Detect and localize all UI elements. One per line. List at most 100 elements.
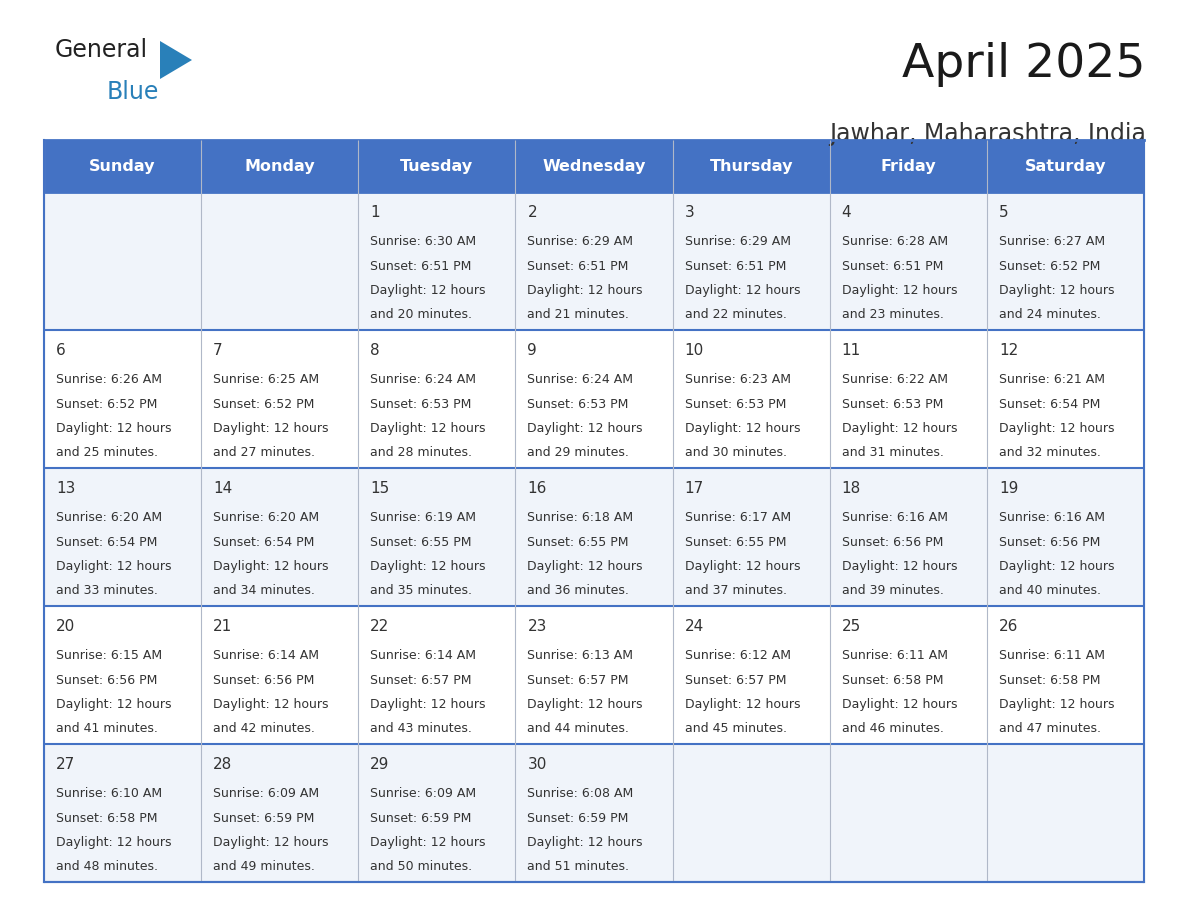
Text: Sunset: 6:57 PM: Sunset: 6:57 PM <box>527 674 628 687</box>
Text: and 21 minutes.: and 21 minutes. <box>527 308 630 321</box>
Text: Daylight: 12 hours: Daylight: 12 hours <box>842 560 958 573</box>
Text: and 39 minutes.: and 39 minutes. <box>842 585 943 598</box>
Bar <box>44 744 1144 882</box>
Text: Sunrise: 6:09 AM: Sunrise: 6:09 AM <box>371 787 476 800</box>
Text: 28: 28 <box>213 757 233 772</box>
Text: Daylight: 12 hours: Daylight: 12 hours <box>371 836 486 849</box>
Text: Daylight: 12 hours: Daylight: 12 hours <box>527 560 643 573</box>
Text: Daylight: 12 hours: Daylight: 12 hours <box>527 284 643 297</box>
Text: Sunset: 6:59 PM: Sunset: 6:59 PM <box>213 812 315 824</box>
Text: Sunset: 6:56 PM: Sunset: 6:56 PM <box>56 674 157 687</box>
Text: Sunrise: 6:28 AM: Sunrise: 6:28 AM <box>842 235 948 248</box>
Text: Sunset: 6:53 PM: Sunset: 6:53 PM <box>527 397 628 410</box>
Text: 15: 15 <box>371 481 390 496</box>
Text: Daylight: 12 hours: Daylight: 12 hours <box>684 284 800 297</box>
Text: Daylight: 12 hours: Daylight: 12 hours <box>684 698 800 711</box>
Text: Daylight: 12 hours: Daylight: 12 hours <box>527 698 643 711</box>
Text: 5: 5 <box>999 205 1009 220</box>
Text: Daylight: 12 hours: Daylight: 12 hours <box>56 560 171 573</box>
Text: 22: 22 <box>371 619 390 634</box>
Text: and 50 minutes.: and 50 minutes. <box>371 860 473 874</box>
Text: and 46 minutes.: and 46 minutes. <box>842 722 943 735</box>
Text: 1: 1 <box>371 205 380 220</box>
Text: Sunset: 6:53 PM: Sunset: 6:53 PM <box>842 397 943 410</box>
Text: Sunset: 6:56 PM: Sunset: 6:56 PM <box>842 535 943 548</box>
Text: Daylight: 12 hours: Daylight: 12 hours <box>999 560 1114 573</box>
Text: and 31 minutes.: and 31 minutes. <box>842 446 943 460</box>
Text: Daylight: 12 hours: Daylight: 12 hours <box>371 284 486 297</box>
Text: and 40 minutes.: and 40 minutes. <box>999 585 1101 598</box>
Text: Sunrise: 6:16 AM: Sunrise: 6:16 AM <box>842 511 948 524</box>
Text: Daylight: 12 hours: Daylight: 12 hours <box>56 836 171 849</box>
Text: Daylight: 12 hours: Daylight: 12 hours <box>56 698 171 711</box>
Text: Sunset: 6:54 PM: Sunset: 6:54 PM <box>213 535 315 548</box>
Text: Sunset: 6:58 PM: Sunset: 6:58 PM <box>999 674 1100 687</box>
Text: Sunset: 6:55 PM: Sunset: 6:55 PM <box>684 535 786 548</box>
Text: Sunset: 6:57 PM: Sunset: 6:57 PM <box>371 674 472 687</box>
Text: 19: 19 <box>999 481 1018 496</box>
Text: and 32 minutes.: and 32 minutes. <box>999 446 1101 460</box>
Text: Thursday: Thursday <box>709 159 792 174</box>
Text: and 43 minutes.: and 43 minutes. <box>371 722 472 735</box>
Text: and 45 minutes.: and 45 minutes. <box>684 722 786 735</box>
Text: 6: 6 <box>56 343 65 358</box>
Text: Daylight: 12 hours: Daylight: 12 hours <box>842 698 958 711</box>
Text: and 48 minutes.: and 48 minutes. <box>56 860 158 874</box>
Text: Sunset: 6:58 PM: Sunset: 6:58 PM <box>842 674 943 687</box>
Text: and 41 minutes.: and 41 minutes. <box>56 722 158 735</box>
Text: Sunset: 6:56 PM: Sunset: 6:56 PM <box>999 535 1100 548</box>
Text: Daylight: 12 hours: Daylight: 12 hours <box>213 836 329 849</box>
Text: Blue: Blue <box>107 80 159 104</box>
Text: Sunrise: 6:17 AM: Sunrise: 6:17 AM <box>684 511 791 524</box>
Text: Daylight: 12 hours: Daylight: 12 hours <box>684 560 800 573</box>
Text: Sunrise: 6:20 AM: Sunrise: 6:20 AM <box>56 511 162 524</box>
Text: 9: 9 <box>527 343 537 358</box>
Text: Sunrise: 6:19 AM: Sunrise: 6:19 AM <box>371 511 476 524</box>
Bar <box>44 192 1144 330</box>
Text: Sunset: 6:54 PM: Sunset: 6:54 PM <box>56 535 157 548</box>
Text: Sunset: 6:51 PM: Sunset: 6:51 PM <box>842 260 943 273</box>
Text: Sunset: 6:57 PM: Sunset: 6:57 PM <box>684 674 786 687</box>
Text: Daylight: 12 hours: Daylight: 12 hours <box>213 560 329 573</box>
Text: Sunset: 6:59 PM: Sunset: 6:59 PM <box>371 812 472 824</box>
Text: Daylight: 12 hours: Daylight: 12 hours <box>999 698 1114 711</box>
Text: and 30 minutes.: and 30 minutes. <box>684 446 786 460</box>
Text: Daylight: 12 hours: Daylight: 12 hours <box>527 836 643 849</box>
Text: Sunrise: 6:14 AM: Sunrise: 6:14 AM <box>213 649 320 662</box>
Text: Sunrise: 6:11 AM: Sunrise: 6:11 AM <box>842 649 948 662</box>
Text: Sunrise: 6:13 AM: Sunrise: 6:13 AM <box>527 649 633 662</box>
Text: and 24 minutes.: and 24 minutes. <box>999 308 1101 321</box>
Text: Sunrise: 6:08 AM: Sunrise: 6:08 AM <box>527 787 633 800</box>
Text: Daylight: 12 hours: Daylight: 12 hours <box>842 422 958 435</box>
Text: Sunrise: 6:18 AM: Sunrise: 6:18 AM <box>527 511 633 524</box>
Text: Sunset: 6:54 PM: Sunset: 6:54 PM <box>999 397 1100 410</box>
Text: and 35 minutes.: and 35 minutes. <box>371 585 473 598</box>
Text: Jawhar, Maharashtra, India: Jawhar, Maharashtra, India <box>829 122 1146 146</box>
Text: Daylight: 12 hours: Daylight: 12 hours <box>371 560 486 573</box>
Text: 29: 29 <box>371 757 390 772</box>
Text: and 28 minutes.: and 28 minutes. <box>371 446 473 460</box>
Text: 21: 21 <box>213 619 233 634</box>
Text: Sunrise: 6:30 AM: Sunrise: 6:30 AM <box>371 235 476 248</box>
Text: 16: 16 <box>527 481 546 496</box>
Text: Sunset: 6:53 PM: Sunset: 6:53 PM <box>684 397 786 410</box>
Text: Sunrise: 6:29 AM: Sunrise: 6:29 AM <box>527 235 633 248</box>
Text: Sunrise: 6:25 AM: Sunrise: 6:25 AM <box>213 373 320 386</box>
Text: and 23 minutes.: and 23 minutes. <box>842 308 943 321</box>
Text: Sunrise: 6:24 AM: Sunrise: 6:24 AM <box>527 373 633 386</box>
Bar <box>44 468 1144 606</box>
Text: 20: 20 <box>56 619 75 634</box>
Text: 24: 24 <box>684 619 703 634</box>
Text: and 29 minutes.: and 29 minutes. <box>527 446 630 460</box>
Text: and 37 minutes.: and 37 minutes. <box>684 585 786 598</box>
Text: Daylight: 12 hours: Daylight: 12 hours <box>999 284 1114 297</box>
Text: 3: 3 <box>684 205 694 220</box>
Text: 11: 11 <box>842 343 861 358</box>
Bar <box>44 606 1144 744</box>
Text: Sunset: 6:56 PM: Sunset: 6:56 PM <box>213 674 315 687</box>
Text: Sunrise: 6:11 AM: Sunrise: 6:11 AM <box>999 649 1105 662</box>
Text: and 25 minutes.: and 25 minutes. <box>56 446 158 460</box>
Text: 10: 10 <box>684 343 703 358</box>
Text: Sunset: 6:53 PM: Sunset: 6:53 PM <box>371 397 472 410</box>
Text: and 51 minutes.: and 51 minutes. <box>527 860 630 874</box>
